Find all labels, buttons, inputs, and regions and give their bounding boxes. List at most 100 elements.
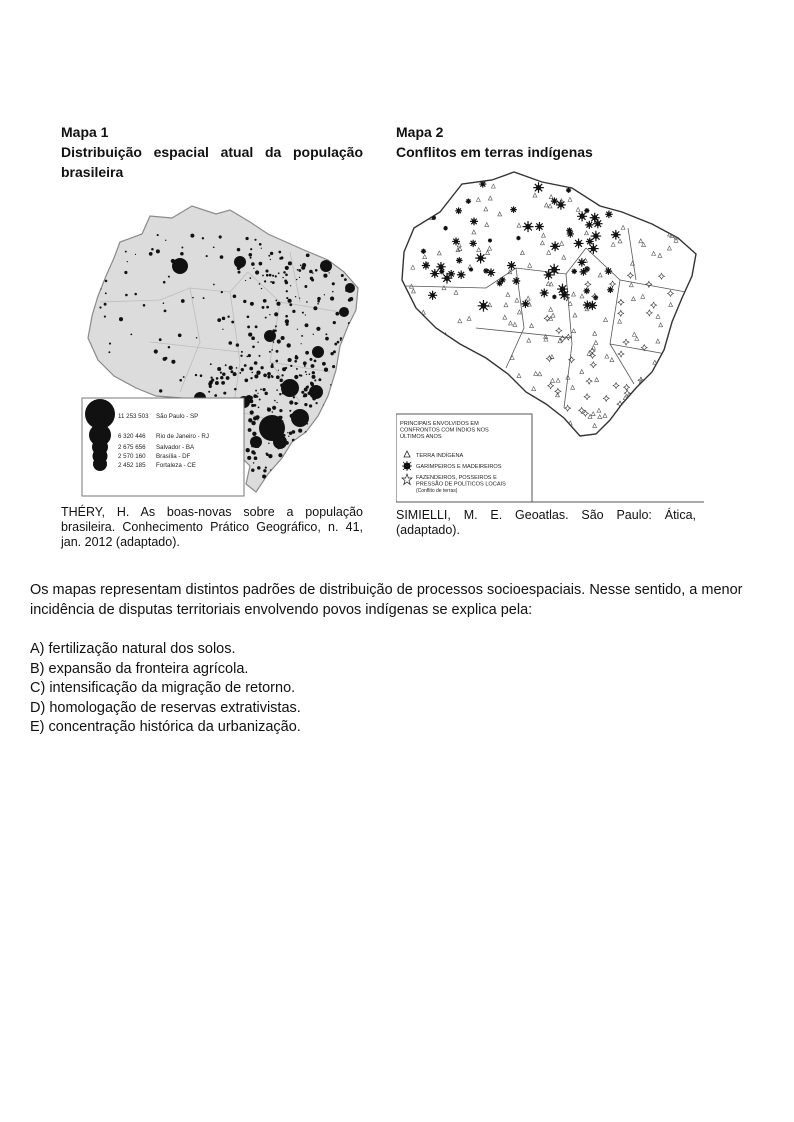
population-dot xyxy=(167,345,171,349)
indigenous-land-mark xyxy=(410,264,416,270)
indigenous-land-mark xyxy=(662,418,668,424)
indigenous-land-mark xyxy=(513,398,519,404)
conflict-burst-core xyxy=(561,292,567,298)
indigenous-land-mark xyxy=(434,407,440,413)
population-dot xyxy=(314,268,318,272)
conflict-burst-core xyxy=(481,182,485,186)
conflict-burst-core xyxy=(438,264,444,270)
indigenous-land-mark xyxy=(483,206,489,212)
population-dot xyxy=(104,376,108,380)
conflict-burst-core xyxy=(525,223,531,230)
star-outline-icon xyxy=(401,472,413,486)
indigenous-land-mark xyxy=(449,189,455,194)
indigenous-land-mark xyxy=(555,392,561,398)
population-dot xyxy=(265,273,269,277)
population-dot xyxy=(316,471,319,473)
indigenous-land-mark xyxy=(485,249,491,255)
conflict-burst xyxy=(437,193,449,205)
population-dot xyxy=(300,462,303,465)
land-conflict-mark xyxy=(558,335,567,343)
population-dot xyxy=(253,267,255,270)
population-dot xyxy=(115,379,118,382)
population-dot xyxy=(126,261,128,263)
land-conflict-mark xyxy=(591,292,599,301)
population-dot xyxy=(344,278,347,281)
indigenous-land-mark xyxy=(442,350,448,356)
indigenous-land-mark xyxy=(587,413,593,419)
population-dot xyxy=(236,247,241,252)
conflict-burst-core xyxy=(585,289,589,293)
land-conflict-mark xyxy=(622,383,631,391)
city-circle xyxy=(264,330,276,342)
indigenous-land-mark xyxy=(579,293,585,299)
population-dot xyxy=(251,262,255,266)
indigenous-land-mark xyxy=(410,288,416,294)
population-dot xyxy=(263,373,267,378)
indigenous-land-mark xyxy=(584,306,590,312)
population-dot xyxy=(213,283,215,286)
population-dot xyxy=(247,455,252,460)
population-dot xyxy=(292,309,296,314)
population-dot xyxy=(252,345,255,349)
indigenous-land-mark xyxy=(423,320,429,326)
population-dot xyxy=(230,370,234,374)
indigenous-land-mark xyxy=(617,318,623,324)
indigenous-land-mark xyxy=(516,372,522,378)
population-dot xyxy=(313,306,318,311)
population-dot xyxy=(275,359,279,363)
population-dot xyxy=(298,428,303,433)
population-dot xyxy=(301,334,304,337)
population-dot xyxy=(218,235,222,239)
population-dot xyxy=(182,376,185,378)
city-circle xyxy=(339,307,349,317)
option-a[interactable]: A) fertilização natural dos solos. xyxy=(30,641,236,657)
population-dot xyxy=(332,350,336,354)
indigenous-land-mark xyxy=(640,293,646,299)
population-dot xyxy=(268,273,272,277)
land-conflict-mark xyxy=(617,350,625,358)
indigenous-land-mark xyxy=(461,397,467,403)
population-dot xyxy=(159,389,163,393)
population-dot xyxy=(134,292,137,296)
population-dot xyxy=(270,364,274,369)
population-dot xyxy=(345,437,350,442)
population-dot xyxy=(269,258,272,261)
indigenous-land-mark xyxy=(592,422,598,428)
indigenous-land-mark xyxy=(596,407,602,413)
population-dot xyxy=(292,396,296,399)
population-dot xyxy=(274,329,277,332)
indigenous-land-mark xyxy=(641,241,647,247)
conflict-burst-core xyxy=(585,267,589,271)
indigenous-land-mark xyxy=(571,328,577,334)
population-dot xyxy=(314,379,317,382)
population-dot xyxy=(267,407,269,409)
population-dot xyxy=(281,374,284,377)
city-circle xyxy=(345,283,355,293)
population-dot xyxy=(289,285,292,287)
population-dot xyxy=(249,410,254,415)
population-dot xyxy=(240,350,243,353)
option-d[interactable]: D) homologação de reservas extrativistas… xyxy=(30,699,301,716)
population-dot xyxy=(232,294,237,299)
map1-legend-value-4: 2 570 160 xyxy=(118,453,146,460)
population-dot xyxy=(279,378,283,383)
indigenous-land-mark xyxy=(525,295,531,301)
population-dot xyxy=(142,304,146,307)
indigenous-land-mark xyxy=(441,285,447,291)
land-conflict-mark xyxy=(623,389,631,397)
option-e[interactable]: E) concentração histórica da urbanização… xyxy=(30,719,301,735)
indigenous-land-mark xyxy=(494,404,500,410)
option-c[interactable]: C) intensificação da migração de retorno… xyxy=(30,680,296,696)
population-dot xyxy=(249,366,254,371)
population-dot xyxy=(287,298,292,303)
population-dot xyxy=(332,430,335,433)
indigenous-land-mark xyxy=(570,384,576,390)
population-dot xyxy=(311,371,314,374)
population-dot xyxy=(201,237,205,240)
indigenous-land-mark xyxy=(457,318,463,324)
conflict-burst-core xyxy=(454,239,458,244)
population-dot xyxy=(162,357,167,361)
option-b[interactable]: B) expansão da fronteira agrícola. xyxy=(30,660,249,677)
conflict-burst-core xyxy=(608,288,612,292)
indigenous-land-mark xyxy=(422,253,428,259)
